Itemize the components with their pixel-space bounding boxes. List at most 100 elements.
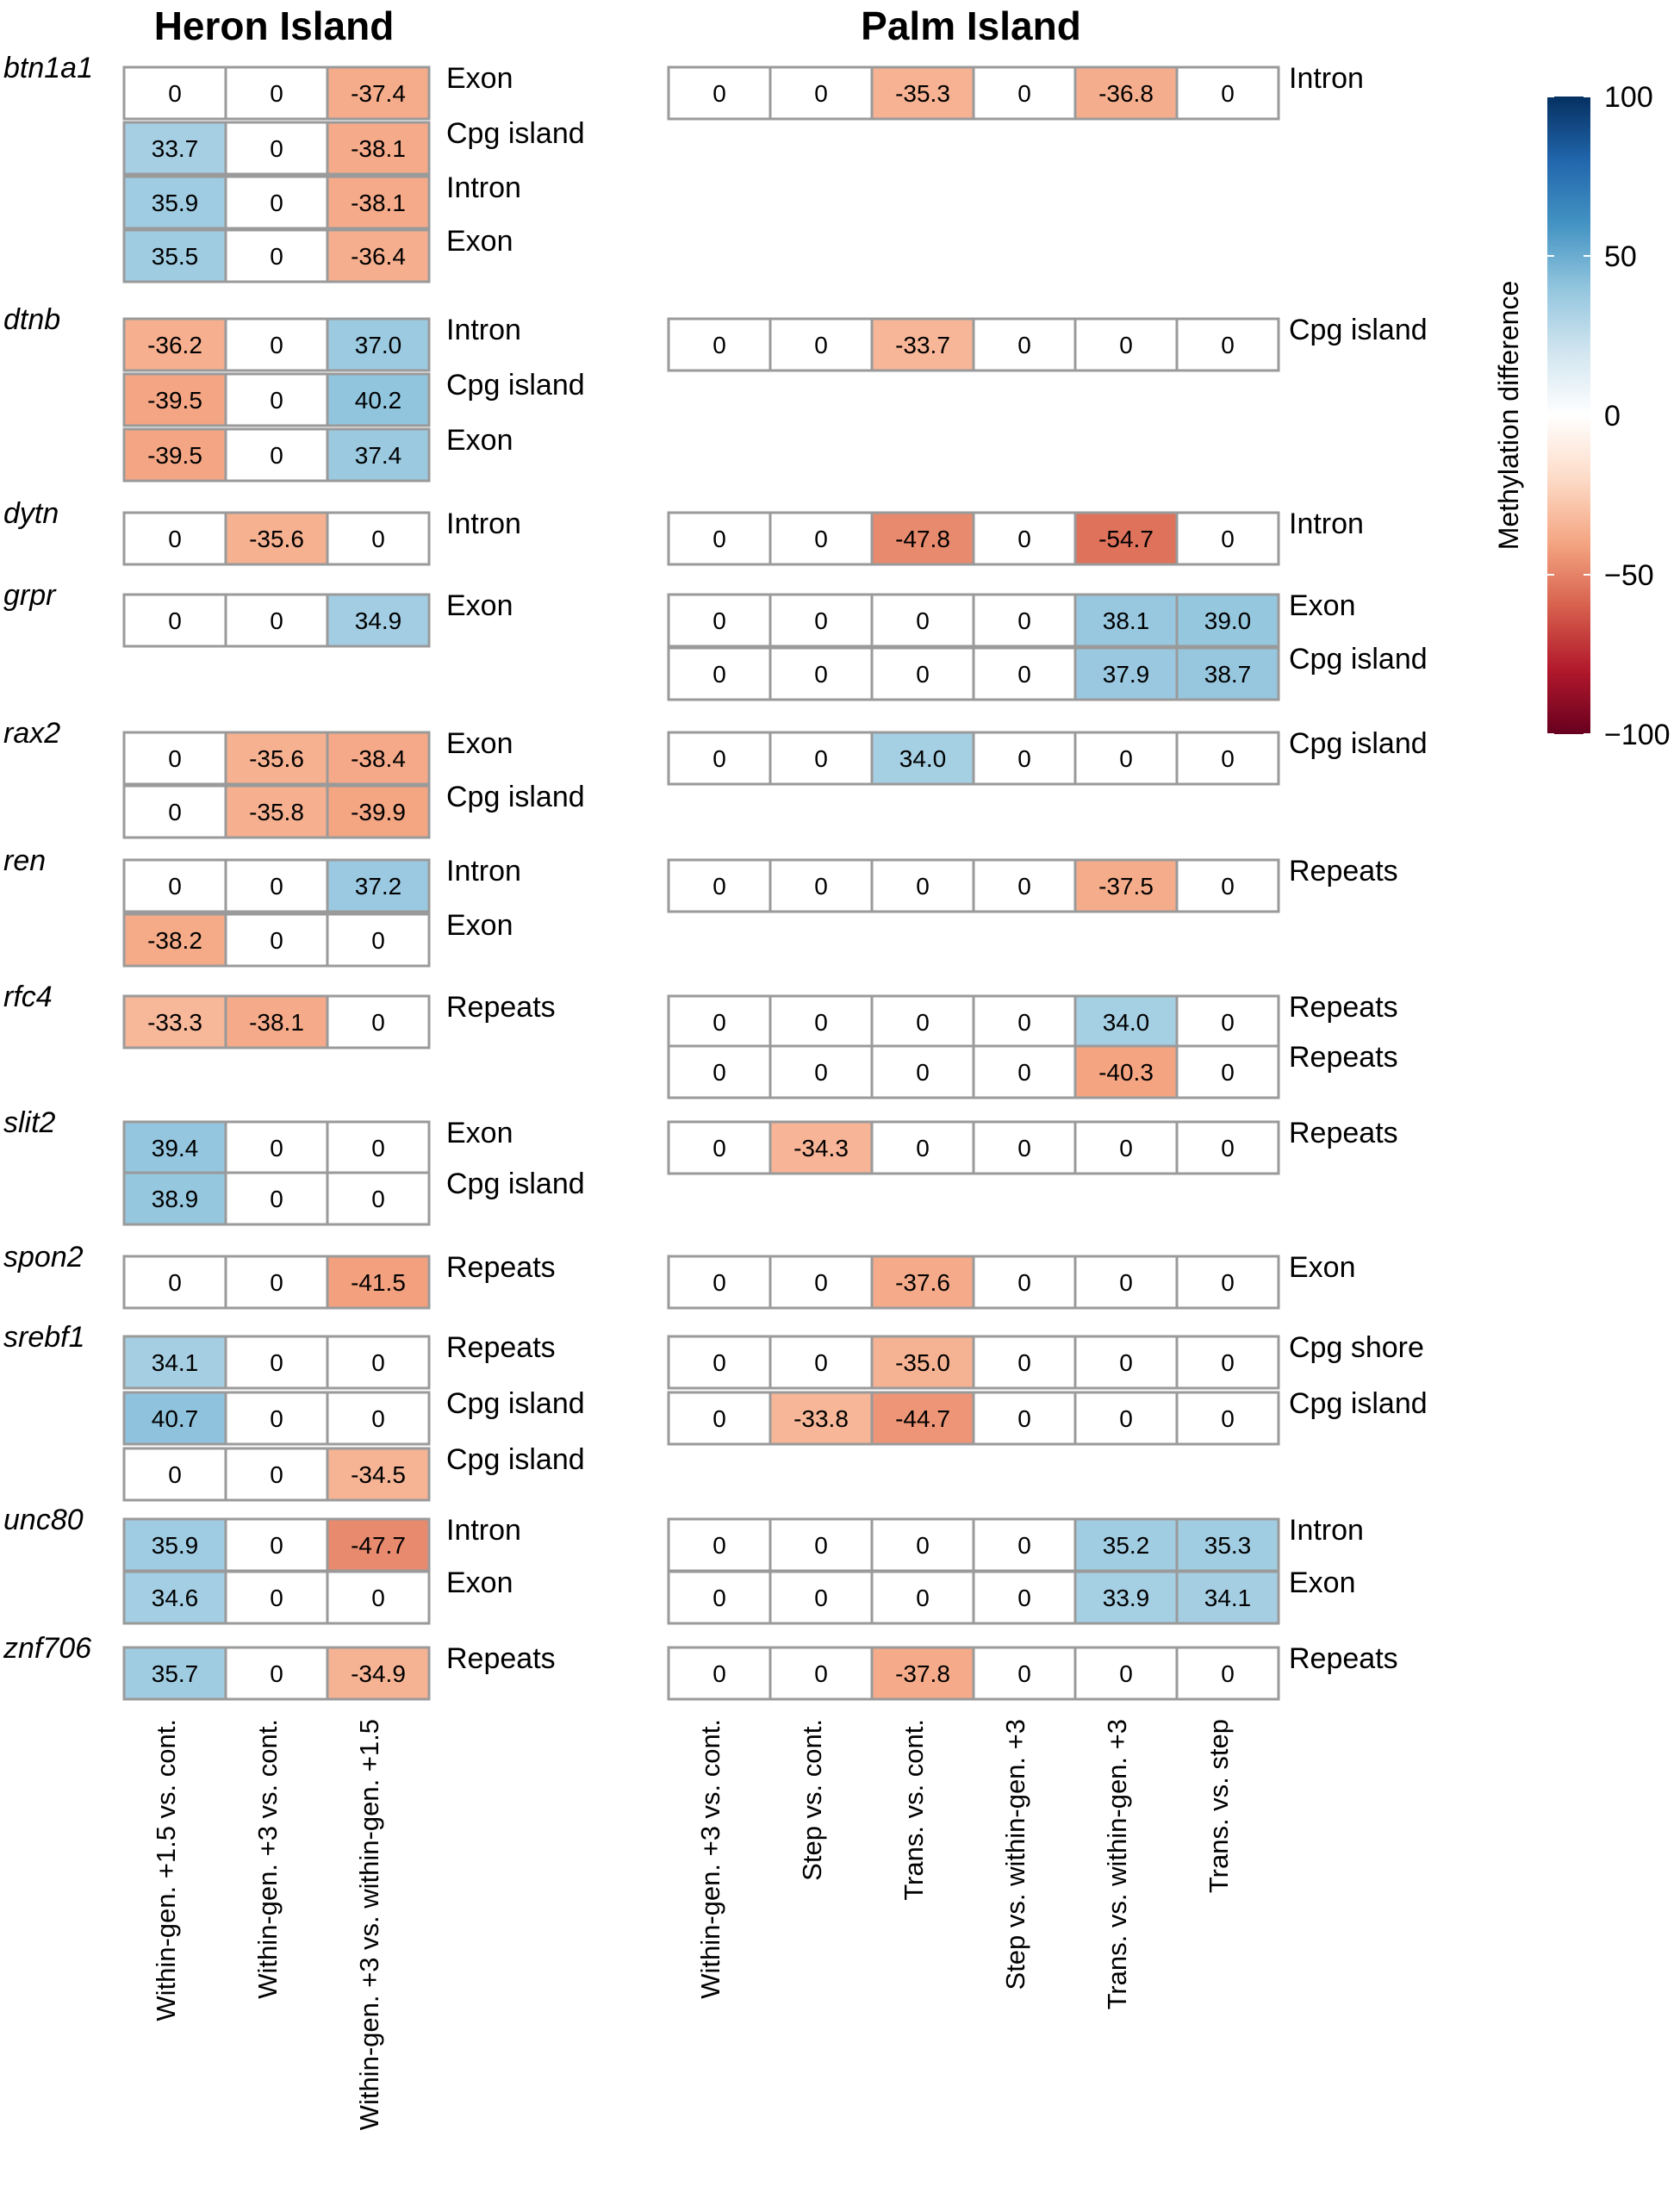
region-label: Cpg island: [1289, 314, 1428, 346]
cell-value-label: 0: [1221, 1135, 1235, 1162]
cell-value-label: 0: [270, 332, 283, 358]
cell-value-label: 35.5: [152, 243, 199, 270]
cell-value-label: 0: [712, 1405, 726, 1432]
cell-value-label: 0: [712, 1269, 726, 1296]
region-label: Exon: [446, 1117, 513, 1149]
cell-value-label: 35.9: [152, 190, 199, 216]
cell-value-label: 0: [916, 1059, 930, 1086]
heatmap-cell: [122, 65, 227, 121]
gene-group-unc80: 0 0 0 0 35.2 35.3 Intron 0 0 0 0 33.9 34.1 Exon: [667, 1514, 1364, 1625]
heatmap-cell: [870, 1044, 975, 1099]
cell-value-label: 34.1: [152, 1349, 199, 1376]
heatmap-cell: [870, 1570, 975, 1625]
cell-value-label: 0: [371, 927, 385, 954]
heatmap-cell: [768, 646, 874, 701]
heatmap-cell: [972, 646, 1077, 701]
heatmap-cell: [326, 784, 431, 839]
heatmap-cell: [326, 858, 431, 913]
gene-group-srebf1: 34.1 0 0 Repeats 40.7 0 0 Cpg island 0 0 -34.5 Cpg …: [122, 1331, 585, 1502]
heatmap-cell: [768, 1570, 874, 1625]
cell-value-label: 0: [1017, 1059, 1031, 1086]
heatmap-cell: [224, 1335, 329, 1390]
panel-heron-island: Heron Island 0 0 -37.4 Exon 33.7 0 -38.1 Cpg isl…: [122, 3, 585, 2130]
region-label: Repeats: [1289, 1117, 1398, 1149]
heatmap-cell: [122, 784, 227, 839]
heatmap-cell: [972, 317, 1077, 372]
cell-value-label: 0: [712, 661, 726, 688]
cell-value-label: 0: [1221, 873, 1235, 900]
cell-value-label: 0: [1017, 332, 1031, 358]
region-label: Cpg island: [446, 117, 585, 150]
heatmap-cell: [326, 175, 431, 230]
heatmap-cell: [1175, 1335, 1280, 1390]
cell-value-label: 38.1: [1103, 607, 1150, 634]
cell-value-label: 0: [1017, 1349, 1031, 1376]
cell-value-label: 0: [1119, 1660, 1133, 1687]
cell-value-label: 0: [270, 1269, 283, 1296]
heatmap-cell: [972, 65, 1077, 121]
legend-tick-label: −100: [1604, 719, 1671, 751]
column-label: Step vs. cont.: [797, 1719, 827, 1881]
gene-group-unc80: 35.9 0 -47.7 Intron 34.6 0 0 Exon: [122, 1514, 521, 1625]
cell-value-label: 34.1: [1204, 1585, 1252, 1611]
heatmap-cell: [224, 511, 329, 566]
cell-value-label: -36.2: [147, 332, 202, 358]
gene-group-srebf1: 0 0 -35.0 0 0 0 Cpg shore 0 -33.8 -44.7 0 0 0 Cpg isl…: [667, 1331, 1428, 1446]
heatmap-cell: [768, 593, 874, 648]
gene-group-btn1a1: 0 0 -37.4 Exon 33.7 0 -38.1 Cpg island 35.9 0 -38.…: [122, 62, 585, 283]
cell-value-label: -35.6: [249, 526, 304, 552]
column-label: Within-gen. +3 vs. cont.: [252, 1719, 283, 1999]
region-label: Cpg island: [446, 781, 585, 813]
heatmap-cell: [667, 1646, 772, 1701]
cell-value-label: 0: [1119, 332, 1133, 358]
cell-value-label: 35.3: [1204, 1532, 1252, 1559]
cell-value-label: -33.3: [147, 1009, 202, 1036]
cell-value-label: -47.7: [351, 1532, 406, 1559]
gene-group-spon2: 0 0 -37.6 0 0 0 Exon: [667, 1251, 1356, 1310]
cell-value-label: 0: [1017, 1532, 1031, 1559]
cell-value-label: 0: [168, 80, 182, 107]
heatmap-cell: [768, 858, 874, 913]
cell-value-label: 0: [270, 1349, 283, 1376]
heatmap-cell: [972, 994, 1077, 1049]
cell-value-label: 0: [814, 332, 828, 358]
region-label: Exon: [446, 727, 513, 760]
cell-value-label: 0: [712, 80, 726, 107]
heatmap-cell: [224, 1391, 329, 1446]
cell-value-label: 0: [1221, 1059, 1235, 1086]
cell-value-label: 0: [1017, 661, 1031, 688]
heatmap-cell: [1175, 511, 1280, 566]
region-label: Exon: [446, 589, 513, 622]
heatmap-cell: [870, 1335, 975, 1390]
cell-value-label: 0: [371, 1009, 385, 1036]
column-label: Within-gen. +3 vs. within-gen. +1.5: [354, 1719, 384, 2130]
cell-value-label: 0: [270, 135, 283, 162]
column-label: Trans. vs. within-gen. +3: [1102, 1719, 1132, 2009]
cell-value-label: 0: [814, 1585, 828, 1611]
cell-value-label: 0: [814, 1532, 828, 1559]
heatmap-cell: [326, 1171, 431, 1226]
legend-tick-label: 0: [1604, 400, 1621, 433]
heatmap-cell: [1073, 65, 1179, 121]
gene-label: srebf1: [3, 1321, 85, 1354]
region-label: Exon: [446, 62, 513, 95]
cell-value-label: 0: [270, 1135, 283, 1162]
cell-value-label: 0: [168, 526, 182, 552]
heatmap-cell: [122, 427, 227, 483]
region-label: Intron: [446, 171, 521, 204]
gene-group-rfc4: 0 0 0 0 34.0 0 Repeats 0 0 0 0 -40.3 0 Repeats: [667, 991, 1398, 1099]
heatmap-cell: [768, 1646, 874, 1701]
region-label: Intron: [1289, 1514, 1364, 1547]
color-legend: 100 50 0 −50 −100 Methylation difference: [1493, 81, 1671, 751]
cell-value-label: -35.8: [249, 799, 304, 825]
gene-label: grpr: [3, 579, 57, 612]
cell-value-label: 0: [168, 1461, 182, 1488]
heatmap-cell: [122, 593, 227, 648]
gene-label: znf706: [3, 1632, 91, 1665]
cell-value-label: 0: [1017, 745, 1031, 772]
cell-value-label: 35.9: [152, 1532, 199, 1559]
heatmap-cell: [1175, 1391, 1280, 1446]
cell-value-label: -37.5: [1098, 873, 1154, 900]
gene-group-znf706: 0 0 -37.8 0 0 0 Repeats: [667, 1642, 1398, 1701]
heatmap-cell: [326, 1570, 431, 1625]
